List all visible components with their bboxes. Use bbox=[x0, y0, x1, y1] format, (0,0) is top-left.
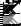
Text: FIG. 1C: FIG. 1C bbox=[0, 14, 21, 26]
Legend: Compound 210, Compound 186, Compound 216, Compound 191, Compound 103, Compound 2: Compound 210, Compound 186, Compound 216… bbox=[20, 22, 21, 26]
Title: AcH3K9: AcH3K9 bbox=[0, 0, 21, 7]
Text: FIG. 1D: FIG. 1D bbox=[0, 25, 21, 26]
Legend: Compound 210, Compound 186, Compound 191, Compound 216, Compound 103, Compound 2: Compound 210, Compound 186, Compound 191… bbox=[20, 11, 21, 26]
